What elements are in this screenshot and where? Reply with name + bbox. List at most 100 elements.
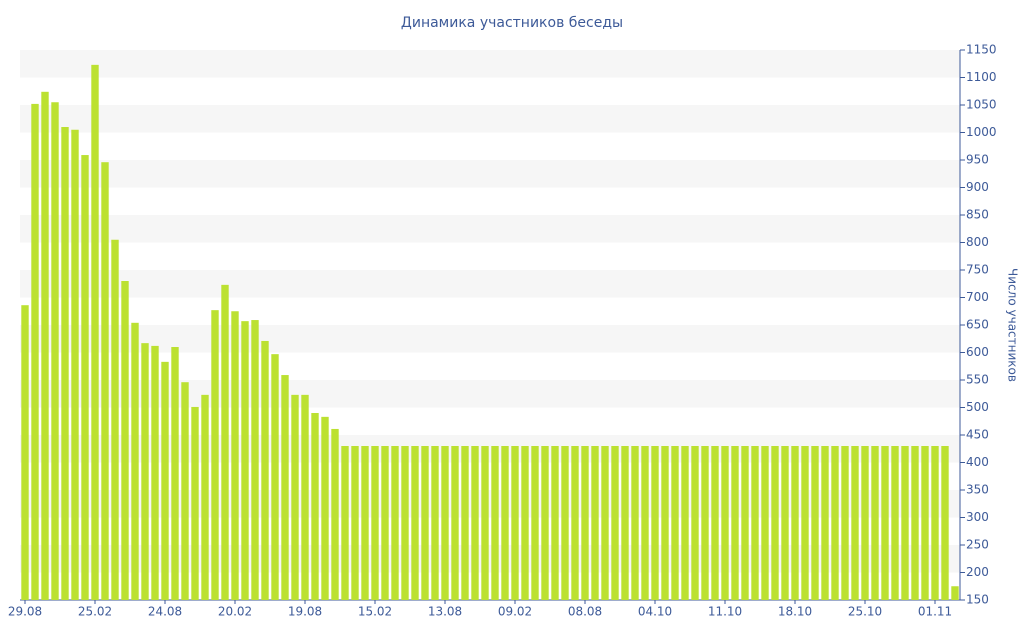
bar: [841, 446, 849, 600]
bar: [451, 446, 459, 600]
y-tick-label: 400: [966, 455, 989, 469]
bar: [881, 446, 889, 600]
bar: [311, 413, 319, 600]
grid-band: [20, 325, 960, 353]
y-tick-label: 1100: [966, 70, 997, 84]
y-tick-label: 500: [966, 400, 989, 414]
bar: [111, 239, 119, 600]
bar: [721, 446, 729, 600]
x-tick-label: 29.08: [8, 605, 42, 619]
bar: [321, 416, 329, 600]
x-tick-label: 24.08: [148, 605, 182, 619]
bar: [711, 446, 719, 600]
y-tick-label: 250: [966, 538, 989, 552]
bar: [891, 446, 899, 600]
y-tick-label: 900: [966, 180, 989, 194]
bar: [121, 281, 129, 600]
bar: [511, 446, 519, 600]
bar: [621, 446, 629, 600]
x-tick-label: 20.02: [218, 605, 252, 619]
chart-title: Динамика участников беседы: [401, 15, 623, 31]
bar: [261, 340, 269, 600]
x-tick-label: 25.10: [848, 605, 882, 619]
bar: [201, 394, 209, 600]
bar: [691, 446, 699, 600]
y-tick-label: 1050: [966, 98, 997, 112]
bar: [791, 446, 799, 600]
y-tick-label: 950: [966, 153, 989, 167]
bar: [501, 446, 509, 600]
bar: [161, 361, 169, 600]
bar: [421, 446, 429, 600]
bar: [771, 446, 779, 600]
bar: [271, 354, 279, 600]
bar: [381, 446, 389, 600]
bar: [191, 406, 199, 600]
y-axis-label: Число участников: [1006, 268, 1020, 382]
grid-band: [20, 50, 960, 78]
y-tick-label: 1150: [966, 43, 997, 57]
bar: [601, 446, 609, 600]
y-tick-label: 300: [966, 510, 989, 524]
bar: [921, 446, 929, 600]
bar: [431, 446, 439, 600]
x-tick-label: 18.10: [778, 605, 812, 619]
bar: [541, 446, 549, 600]
bar: [481, 446, 489, 600]
grid-band: [20, 215, 960, 243]
bar: [901, 446, 909, 600]
bar: [631, 446, 639, 600]
y-tick-label: 1000: [966, 125, 997, 139]
bar: [71, 129, 79, 600]
y-tick-label: 650: [966, 318, 989, 332]
bar: [741, 446, 749, 600]
grid-band: [20, 490, 960, 518]
y-tick-label: 750: [966, 263, 989, 277]
bar: [591, 446, 599, 600]
bar: [801, 446, 809, 600]
bar: [391, 446, 399, 600]
bar: [411, 446, 419, 600]
bar: [651, 446, 659, 600]
bar: [51, 102, 59, 600]
bar: [471, 446, 479, 600]
grid-band: [20, 435, 960, 463]
bar: [931, 446, 939, 600]
bar: [371, 446, 379, 600]
bar: [131, 322, 139, 600]
bar: [951, 586, 959, 600]
x-tick-label: 13.08: [428, 605, 462, 619]
bar: [141, 343, 149, 600]
bar: [221, 284, 229, 600]
bar: [681, 446, 689, 600]
grid-band: [20, 380, 960, 408]
bar: [441, 446, 449, 600]
x-tick-label: 15.02: [358, 605, 392, 619]
bar: [941, 446, 949, 600]
y-tick-label: 850: [966, 208, 989, 222]
x-tick-label: 11.10: [708, 605, 742, 619]
bar: [551, 446, 559, 600]
grid-band: [20, 270, 960, 298]
bar: [151, 345, 159, 600]
bar: [231, 311, 239, 600]
bar: [361, 446, 369, 600]
bar: [641, 446, 649, 600]
bar: [851, 446, 859, 600]
bar: [251, 320, 259, 600]
bar: [671, 446, 679, 600]
bar: [351, 446, 359, 600]
bar: [281, 375, 289, 600]
x-tick-label: 09.02: [498, 605, 532, 619]
bar: [811, 446, 819, 600]
x-tick-label: 01.11: [918, 605, 952, 619]
bar: [571, 446, 579, 600]
grid-band: [20, 160, 960, 188]
bar: [21, 305, 29, 600]
bar: [561, 446, 569, 600]
bar: [611, 446, 619, 600]
x-tick-label: 04.10: [638, 605, 672, 619]
bar: [211, 310, 219, 600]
bar: [751, 446, 759, 600]
